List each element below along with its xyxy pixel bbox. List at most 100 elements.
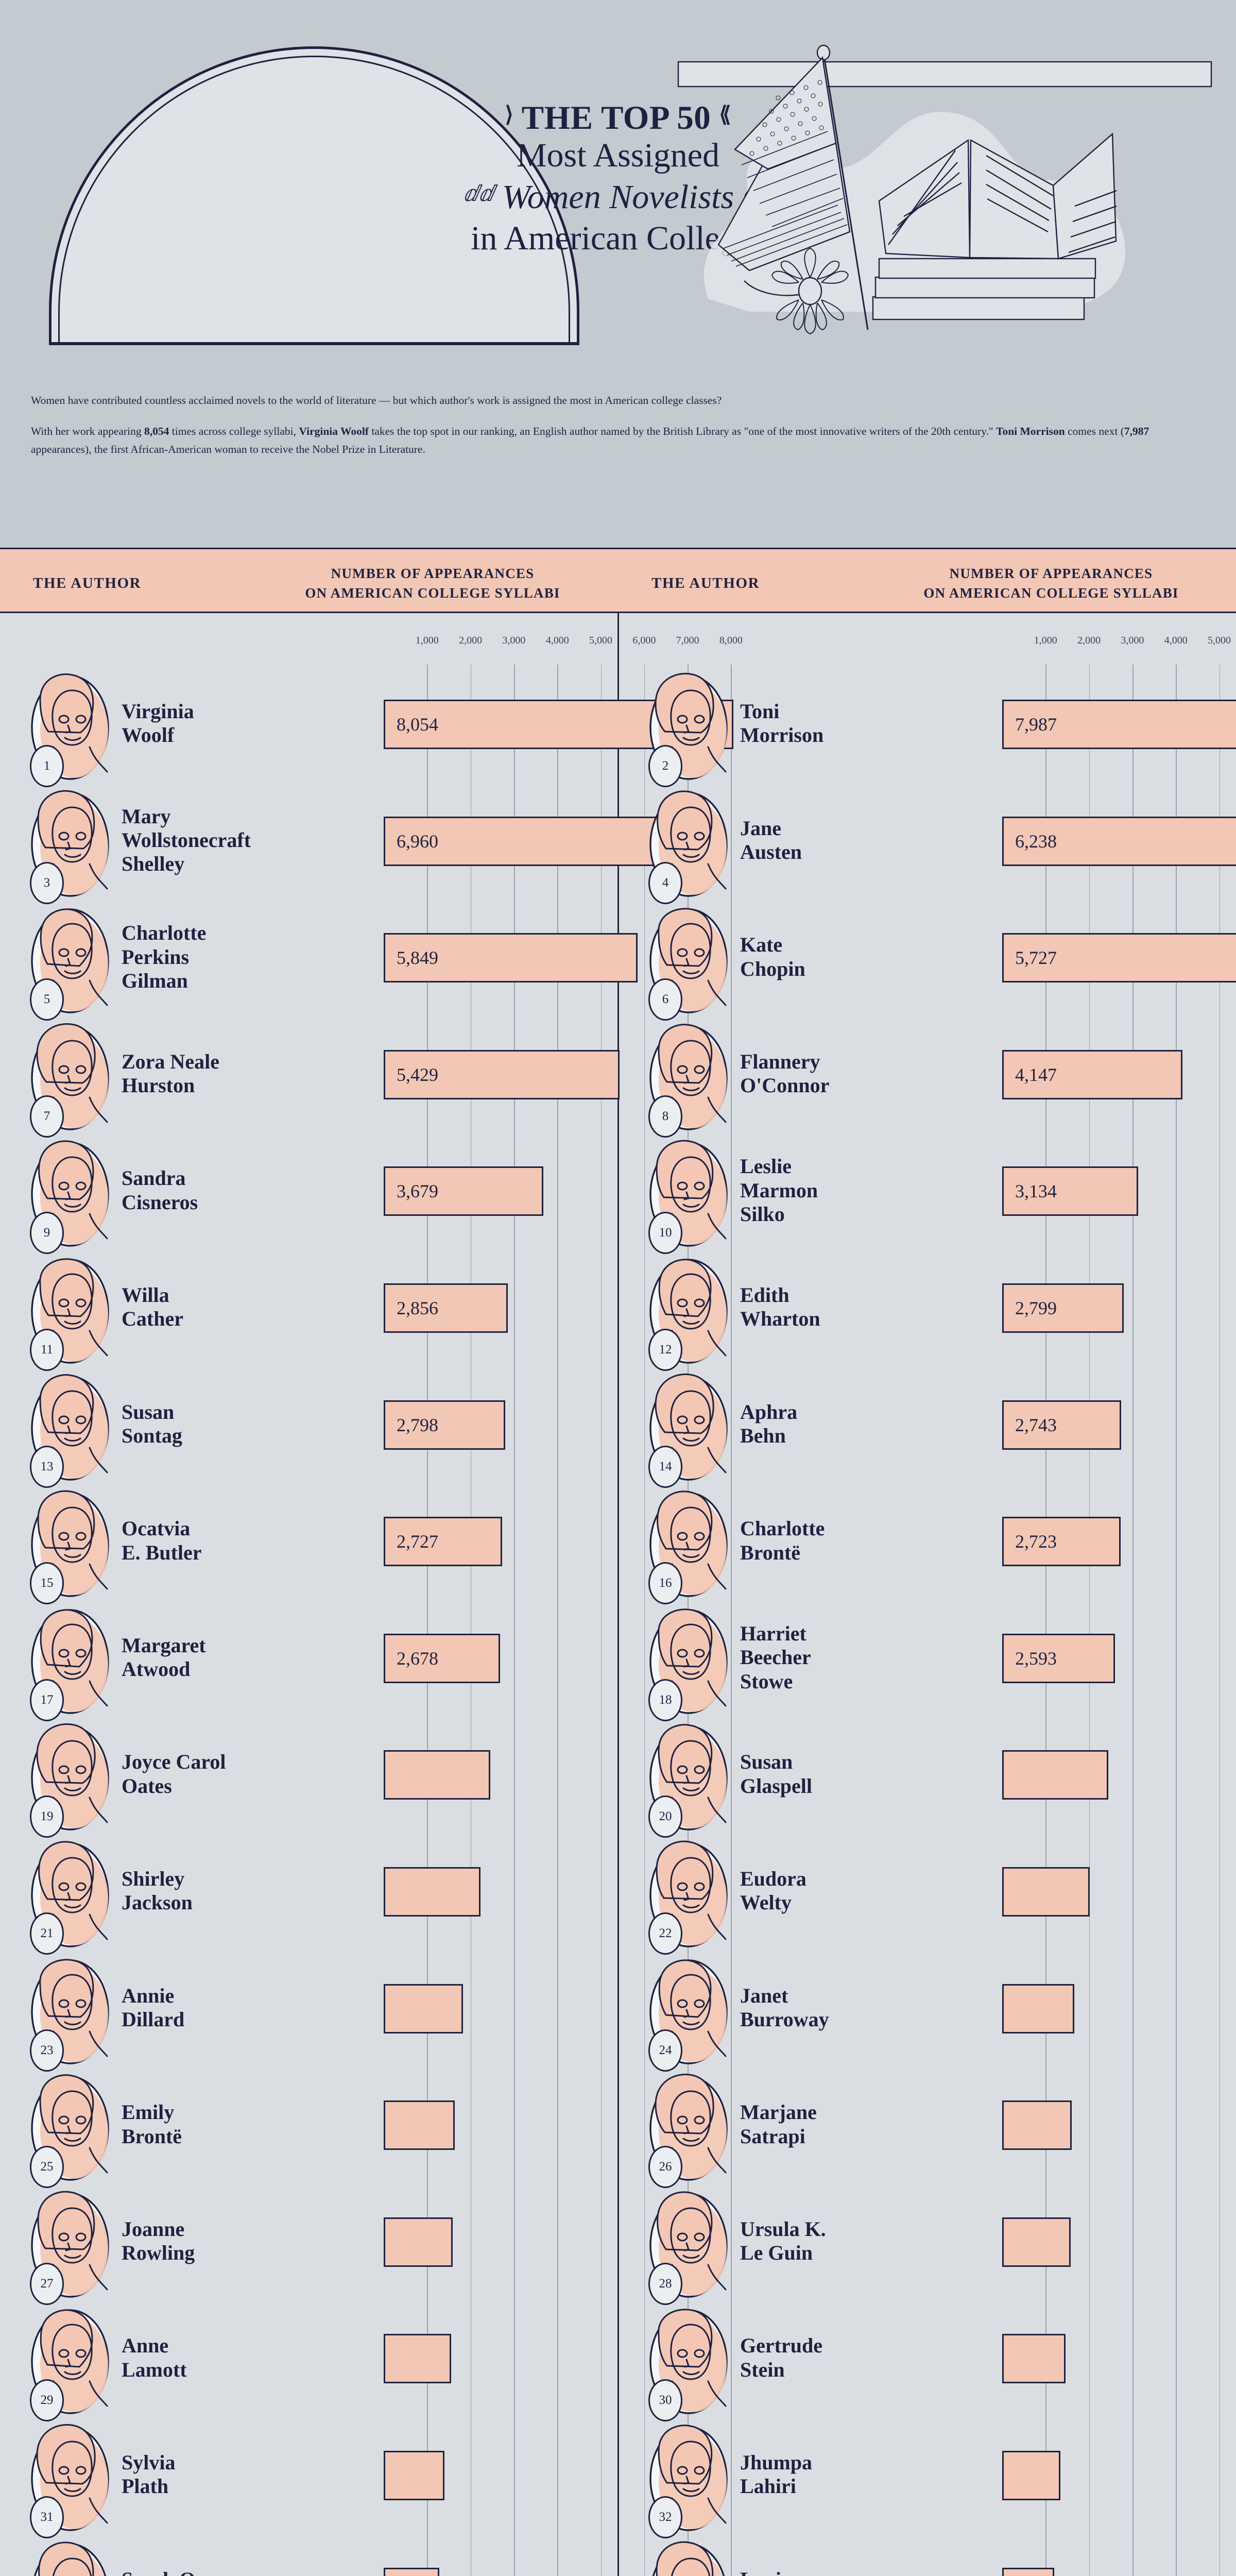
author-name: Sylvia Plath <box>122 2451 291 2499</box>
author-name-line: Edith <box>740 1283 789 1307</box>
table-row[interactable]: 8 Flannery O'Connor 4,147 <box>619 1017 1236 1138</box>
author-portrait: 30 <box>641 2304 731 2422</box>
author-portrait: 26 <box>641 2071 731 2189</box>
appearance-bar: 2,593 <box>1002 1633 1115 1683</box>
bar-value-label: 2,678 <box>397 1648 438 1669</box>
table-row[interactable]: 34 LouisaMay Alcott 1,198 <box>619 2535 1236 2576</box>
author-name-line: Sandra <box>122 1166 186 1190</box>
appearance-bar: 7,987 <box>1002 700 1236 749</box>
appearance-bar <box>384 1984 464 2033</box>
table-row[interactable]: 9 Sandra Cisneros 3,679 <box>0 1133 617 1255</box>
rank-badge: 29 <box>30 2379 64 2422</box>
rank-badge: 22 <box>648 1912 682 1955</box>
table-row[interactable]: 5 Charlotte Perkins Gilman 5,849 <box>0 900 638 1021</box>
author-name-line: Susan <box>122 1400 175 1423</box>
title-text-1: THE TOP 50 <box>521 99 711 137</box>
rank-badge: 1 <box>30 745 64 787</box>
table-row[interactable]: 4 Jane Austen 6,238 <box>619 784 1236 904</box>
table-row[interactable]: 18 Harriet Beecher Stowe 2,593 <box>619 1601 1236 1721</box>
axis-tick-label: 4,000 <box>1164 635 1188 646</box>
author-name-line: Brontë <box>740 1540 801 1564</box>
table-row[interactable]: 10 Leslie Marmon Silko 3,134 <box>619 1133 1236 1255</box>
author-portrait: 4 <box>641 787 731 904</box>
table-row[interactable]: 11 Willa Cather 2,856 <box>0 1250 617 1371</box>
author-name: Annie Dillard <box>122 1984 291 2032</box>
author-portrait: 12 <box>641 1253 731 1371</box>
rank-badge: 23 <box>30 2029 64 2072</box>
intro-paragraph-1: Women have contributed countless acclaim… <box>31 394 722 406</box>
table-row[interactable]: 2 Toni Morrison 7,987 <box>619 667 1236 787</box>
rank-badge: 20 <box>648 1795 682 1838</box>
author-portrait: 32 <box>641 2421 731 2538</box>
table-row[interactable]: 12 Edith Wharton 2,799 <box>619 1250 1236 1371</box>
author-name-line: Gertrude <box>740 2334 822 2358</box>
bar-value-label: 3,679 <box>397 1181 438 1202</box>
appearance-bar: 2,798 <box>384 1400 505 1450</box>
author-name-line: Behn <box>740 1423 786 1447</box>
author-name-line: Jackson <box>122 1891 193 1914</box>
table-row[interactable]: 3 Mary Wollstonecraft Shelley 6,960 <box>0 784 686 904</box>
author-name-line: Margaret <box>122 1633 206 1657</box>
table-row[interactable]: 33 Sarah OrneJewitt 1,280 <box>0 2535 617 2576</box>
author-portrait: 15 <box>23 1487 113 1605</box>
author-name: Charlotte Perkins Gilman <box>122 921 291 993</box>
table-row[interactable]: 1 Virginia Woolf 8,054 <box>0 667 733 787</box>
table-row[interactable]: 16 Charlotte Brontë 2,723 <box>619 1484 1236 1605</box>
author-portrait: 8 <box>641 1020 731 1138</box>
author-name-line: Perkins <box>122 945 190 969</box>
author-name-line: Brontë <box>122 2124 182 2148</box>
rank-badge: 19 <box>30 1795 64 1838</box>
author-name-line: Austen <box>740 840 802 863</box>
rank-badge: 5 <box>30 978 64 1021</box>
column-header-author-left: THE AUTHOR <box>33 575 142 591</box>
axis-tick-label: 2,000 <box>459 635 483 646</box>
column-header-appearances-left: NUMBER OF APPEARANCES ON AMERICAN COLLEG… <box>278 564 587 603</box>
author-name: Emily Brontë <box>122 2100 291 2148</box>
rank-badge: 11 <box>30 1329 64 1371</box>
author-name-line: Lahiri <box>740 2475 796 2498</box>
author-name-line: Sarah Orne <box>122 2568 291 2576</box>
author-name: Edith Wharton <box>740 1283 910 1331</box>
appearance-bar: 6,960 <box>384 816 686 866</box>
author-portrait: 25 <box>23 2071 113 2189</box>
author-name-line: Hurston <box>122 1074 195 1097</box>
author-name-line: Burroway <box>740 2007 829 2031</box>
appearance-bar <box>1002 2217 1071 2267</box>
table-row[interactable]: 17 Margaret Atwood 2,678 <box>0 1601 617 1721</box>
intro-frag-a: With her work appearing <box>31 425 145 437</box>
intro-frag-c: times across college syllabi, <box>169 425 299 437</box>
appearance-bar: 2,727 <box>384 1517 502 1567</box>
author-name-line: Le Guin <box>740 2241 813 2265</box>
bar-value-label: 6,960 <box>397 831 438 852</box>
appearance-bar <box>1002 2100 1072 2150</box>
table-row[interactable]: 14 Aphra Behn 2,743 <box>619 1367 1236 1488</box>
author-name-line: Janet <box>740 1984 788 2007</box>
title-text-3: Women Novelists <box>502 178 734 216</box>
bar-value-label: 2,723 <box>1015 1531 1057 1552</box>
table-row[interactable]: 13 Susan Sontag 2,798 <box>0 1367 617 1488</box>
author-name: Virginia Woolf <box>122 700 291 748</box>
intro-stat-morrison: 7,987 <box>1124 425 1149 437</box>
appearance-bar: 5,849 <box>384 933 638 983</box>
rank-badge: 21 <box>30 1912 64 1955</box>
table-row[interactable]: 7 Zora Neale Hurston 5,429 <box>0 1017 620 1138</box>
table-row[interactable]: 15 Ocatvia E. Butler 2,727 <box>0 1484 617 1605</box>
author-name-line: Zora Neale <box>122 1049 219 1073</box>
table-row[interactable]: 28 Ursula K.Le Guin 1,583 <box>619 2184 1236 2305</box>
author-name: Jhumpa Lahiri <box>740 2451 910 2499</box>
table-row[interactable]: 6 Kate Chopin 5,727 <box>619 900 1236 1021</box>
author-name: Toni Morrison <box>740 700 910 748</box>
